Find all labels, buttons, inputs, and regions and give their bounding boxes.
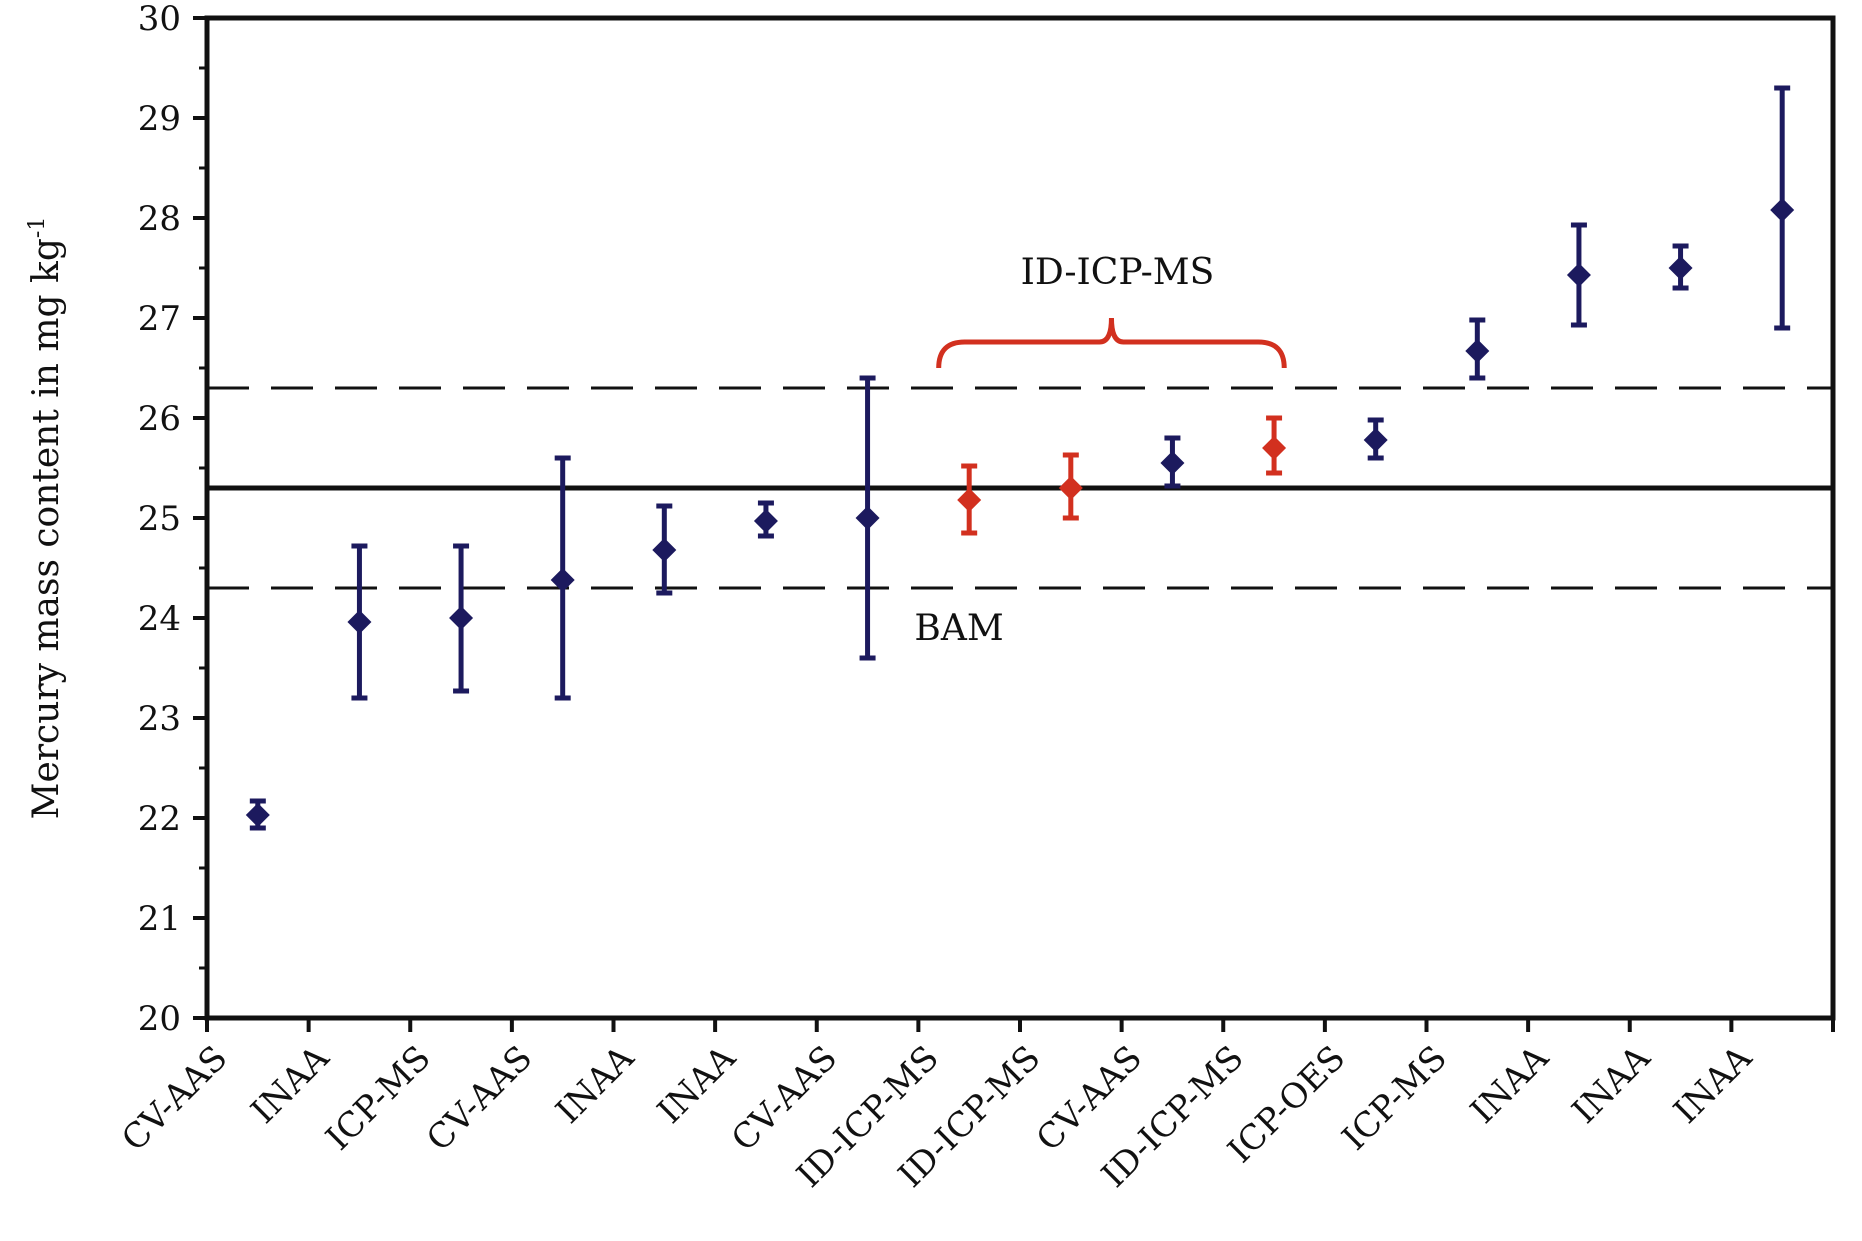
reference-lines	[207, 386, 1833, 590]
data-point	[957, 463, 982, 536]
x-tick-label: CV-AAS	[419, 1038, 540, 1159]
marker-diamond	[1566, 263, 1591, 287]
y-tick-labels: 20 21 22 23 24 25 26 27 28 29 30	[138, 0, 181, 1039]
data-point	[1465, 317, 1490, 381]
data-point	[449, 543, 474, 694]
y-axis-title-superscript: -1	[25, 217, 50, 238]
marker-diamond	[1668, 256, 1693, 280]
data-point	[245, 798, 270, 831]
bam-annotation: BAM	[914, 608, 1003, 649]
y-tick-label: 23	[138, 699, 181, 739]
data-point	[1262, 415, 1287, 476]
marker-diamond	[449, 606, 474, 630]
marker-diamond	[347, 610, 372, 634]
marker-diamond	[855, 506, 880, 530]
y-tick-label: 30	[138, 0, 181, 39]
marker-diamond	[245, 803, 270, 827]
marker-diamond	[1058, 476, 1083, 500]
data-point	[550, 455, 575, 701]
y-tick-label: 26	[138, 399, 181, 439]
y-tick-label: 24	[138, 599, 181, 639]
data-point	[1058, 452, 1083, 521]
marker-diamond	[753, 509, 778, 533]
data-point	[1770, 85, 1795, 331]
data-point	[652, 503, 677, 596]
data-points	[245, 85, 1795, 831]
data-point	[1668, 243, 1693, 291]
data-point	[347, 543, 372, 701]
marker-diamond	[550, 568, 575, 592]
marker-diamond	[957, 488, 982, 512]
marker-diamond	[652, 538, 677, 562]
id-icp-ms-annotation: ID-ICP-MS	[1021, 252, 1215, 293]
data-point	[753, 500, 778, 539]
x-tick-label: ICP-MS	[318, 1038, 438, 1158]
y-tick-label: 29	[138, 99, 181, 139]
y-tick-label: 28	[138, 199, 181, 239]
x-tick-label: INAA	[1666, 1038, 1760, 1132]
id-icp-ms-brace	[936, 317, 1287, 369]
y-tick-label: 27	[138, 299, 181, 339]
y-tick-label: 25	[138, 499, 181, 539]
data-point	[1160, 435, 1185, 489]
x-tick-label: ICP-MS	[1335, 1038, 1455, 1158]
y-axis-title: Mercury mass content in mg kg-1	[25, 217, 67, 820]
marker-diamond	[1465, 339, 1490, 363]
data-point	[855, 375, 880, 661]
y-tick-label: 21	[138, 899, 181, 939]
x-tick-label: INAA	[1463, 1038, 1557, 1132]
data-point	[1566, 222, 1591, 328]
plot-frame	[204, 15, 1836, 1021]
marker-diamond	[1363, 428, 1388, 452]
x-tick-label: CV-AAS	[114, 1038, 235, 1159]
marker-diamond	[1770, 198, 1795, 222]
x-tick-label: INAA	[1565, 1038, 1659, 1132]
marker-diamond	[1262, 436, 1287, 460]
axes	[193, 15, 1836, 1032]
y-tick-label: 20	[138, 999, 181, 1039]
data-point	[1363, 417, 1388, 461]
annotations: ID-ICP-MS BAM	[914, 252, 1287, 649]
y-axis-title-text: Mercury mass content in mg kg	[26, 238, 67, 819]
x-tick-label: INAA	[650, 1038, 744, 1132]
x-tick-label: INAA	[548, 1038, 642, 1132]
x-tick-label: INAA	[243, 1038, 337, 1132]
marker-diamond	[1160, 451, 1185, 475]
y-tick-label: 22	[138, 799, 181, 839]
